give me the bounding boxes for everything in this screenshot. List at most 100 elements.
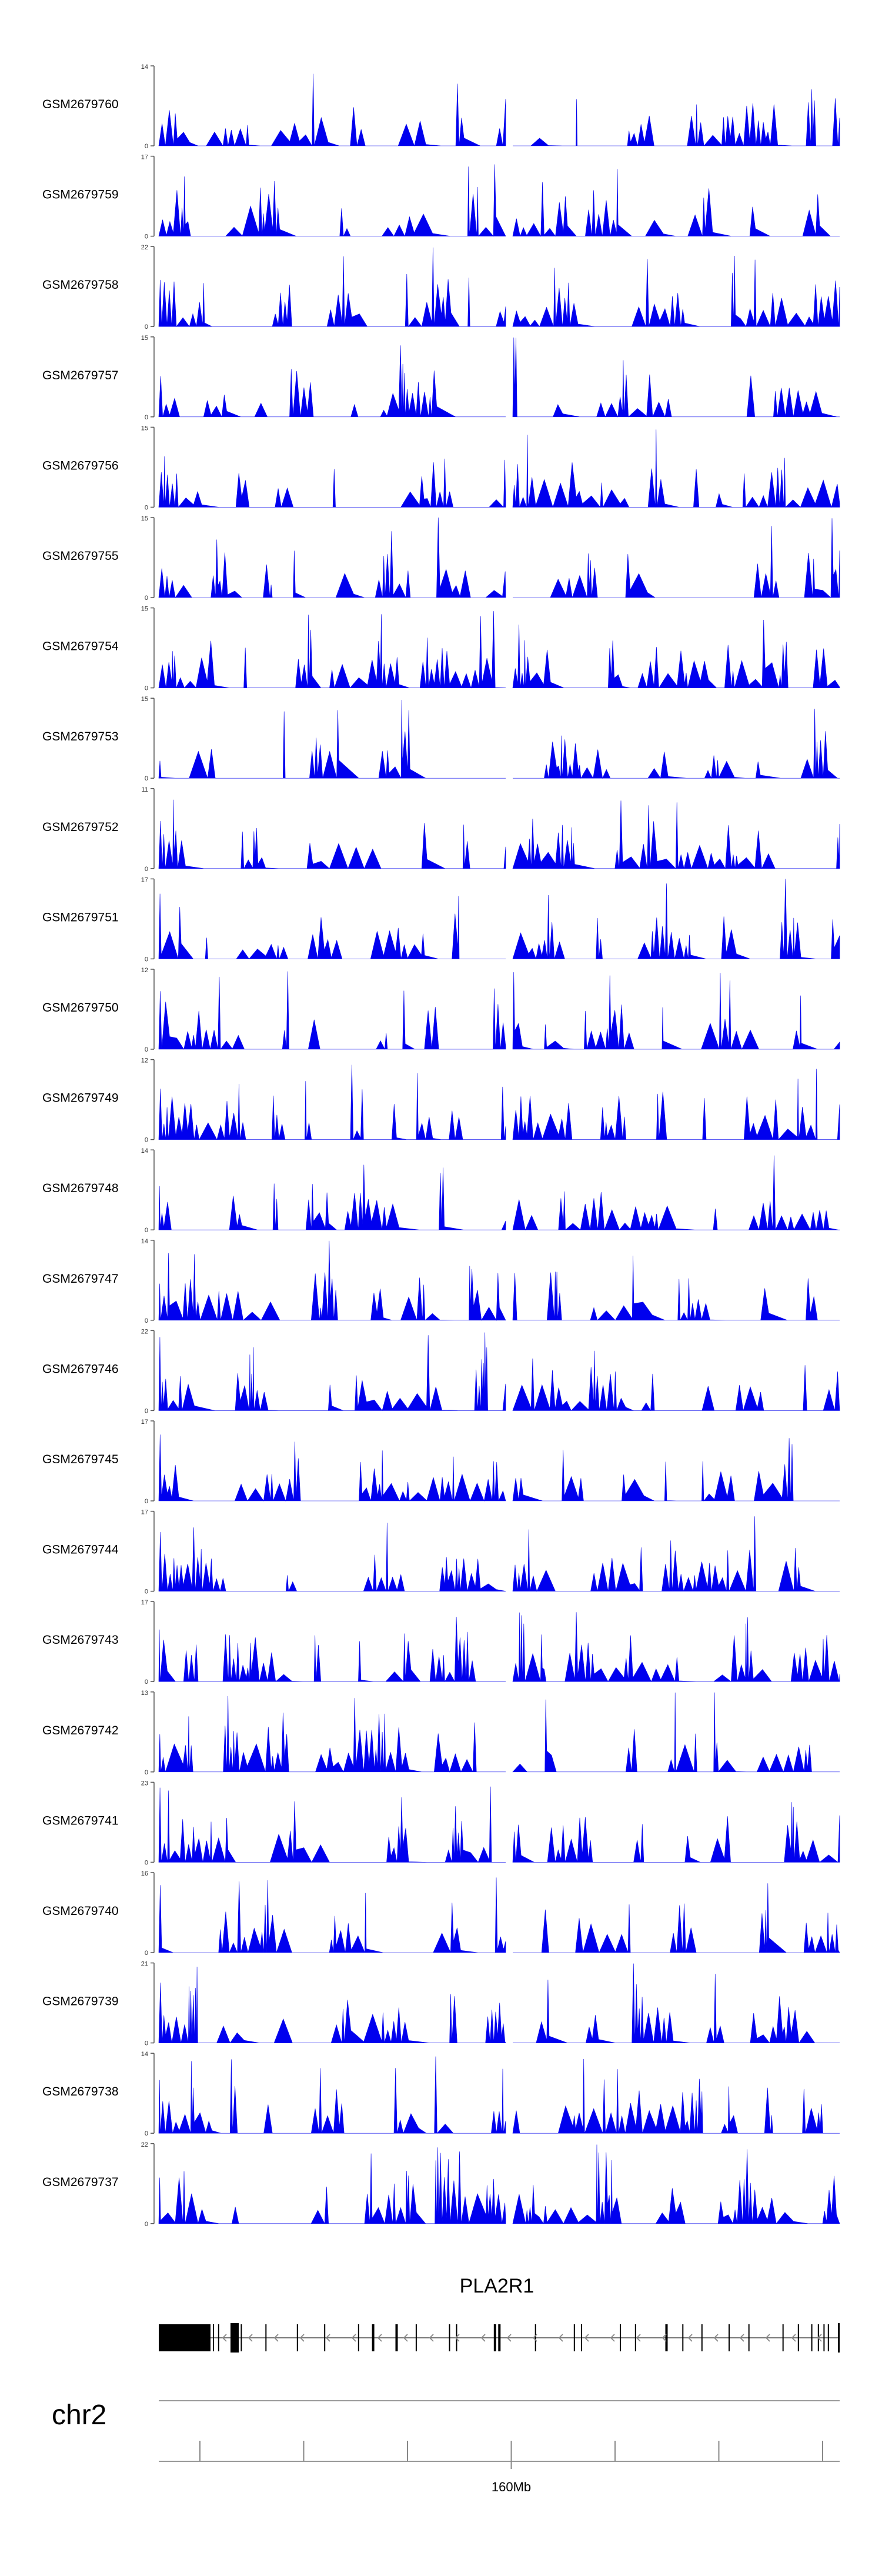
coverage-area: [512, 1155, 840, 1231]
strand-chevron: [739, 2334, 744, 2342]
track-label: GSM2679741: [42, 1814, 119, 1827]
track-y-max-label: 21: [141, 1961, 148, 1968]
coverage-track: GSM2679747 14 0: [42, 1238, 840, 1324]
coverage-area: [512, 1350, 840, 1412]
track-y-max-label: 14: [141, 2051, 148, 2058]
track-y-min-label: 0: [145, 685, 148, 692]
gene-exon: [358, 2324, 359, 2351]
track-y-min-label: 0: [145, 866, 148, 873]
coverage-area: [158, 2147, 506, 2224]
track-y-max-label: 15: [141, 696, 148, 703]
coverage-area: [158, 345, 506, 418]
strand-chevron: [377, 2334, 382, 2342]
coverage-area: [512, 1438, 840, 1501]
coverage-track: GSM2679744 17 0: [42, 1509, 840, 1596]
strand-chevron: [506, 2334, 512, 2342]
track-y-max-label: 17: [141, 1599, 148, 1606]
gene-name-label: PLA2R1: [460, 2275, 534, 2297]
gene-exons: [213, 2323, 840, 2353]
strand-chevron: [636, 2334, 641, 2342]
gene-exon: [449, 2324, 450, 2351]
track-label: GSM2679753: [42, 730, 119, 743]
coverage-area: [512, 2144, 840, 2224]
coverage-area: [158, 1434, 506, 1502]
coverage-area: [513, 1883, 840, 1954]
coverage-track: GSM2679759 17 0: [42, 154, 840, 241]
track-label: GSM2679754: [42, 640, 119, 653]
genome-axis: 160Mb: [159, 2441, 840, 2494]
track-y-min-label: 0: [145, 143, 148, 150]
gene-exon: [701, 2324, 703, 2351]
coverage-area: [158, 1332, 506, 1412]
coverage-area: [512, 1255, 840, 1321]
track-y-max-label: 22: [141, 244, 148, 251]
gene-exon: [456, 2324, 457, 2351]
track-y-max-label: 17: [141, 1419, 148, 1426]
track-y-max-label: 15: [141, 606, 148, 613]
gene-exon: [218, 2324, 219, 2351]
track-label: GSM2679742: [42, 1724, 119, 1737]
strand-chevron: [610, 2334, 615, 2342]
track-y-max-label: 11: [142, 786, 148, 793]
coverage-track: GSM2679751 17 0: [42, 876, 840, 963]
track-y-min-label: 0: [145, 1407, 148, 1414]
track-y-min-label: 0: [145, 1859, 148, 1866]
gene-exon: [665, 2324, 668, 2351]
coverage-area: [512, 619, 840, 689]
strand-chevron: [532, 2334, 537, 2342]
gene-exon: [498, 2324, 501, 2351]
coverage-track: GSM2679745 17 0: [42, 1419, 840, 1505]
track-label: GSM2679744: [42, 1543, 119, 1557]
coverage-area: [158, 74, 506, 147]
track-y-min-label: 0: [145, 2040, 148, 2047]
coverage-area: [513, 709, 840, 779]
chromosome-label: chr2: [52, 2400, 106, 2431]
gene-exon: [729, 2324, 730, 2351]
track-y-max-label: 17: [141, 154, 148, 161]
gene-exon: [324, 2324, 326, 2351]
track-label: GSM2679747: [42, 1272, 119, 1286]
track-y-min-label: 0: [145, 2130, 148, 2137]
track-y-min-label: 0: [145, 323, 148, 331]
coverage-area: [158, 517, 506, 599]
coverage-track: GSM2679755 15 0: [42, 515, 840, 602]
gene-exon: [748, 2324, 750, 2351]
track-label: GSM2679756: [42, 459, 119, 472]
track-y-min-label: 0: [145, 1589, 148, 1596]
gene-exon: [534, 2324, 536, 2351]
strand-chevron: [584, 2334, 589, 2342]
track-y-min-label: 0: [145, 414, 148, 421]
track-label: GSM2679757: [42, 369, 119, 382]
coverage-area: [512, 1069, 840, 1140]
gene-exon: [782, 2324, 784, 2351]
track-label: GSM2679758: [42, 278, 119, 292]
gene-utr-block: [159, 2324, 211, 2351]
coverage-track: GSM2679740 16 0: [42, 1870, 840, 1957]
coverage-area: [512, 169, 840, 237]
track-label: GSM2679759: [42, 188, 119, 202]
coverage-area: [158, 164, 506, 237]
strand-chevron: [429, 2334, 434, 2342]
track-label: GSM2679737: [42, 2175, 119, 2189]
gene-exon: [811, 2324, 813, 2351]
coverage-track: GSM2679739 21 0: [42, 1961, 840, 2047]
track-y-max-label: 12: [141, 967, 148, 974]
track-y-max-label: 15: [141, 335, 148, 342]
gene-exon: [827, 2324, 829, 2351]
track-label: GSM2679749: [42, 1092, 119, 1105]
coverage-area: [158, 699, 506, 779]
coverage-track: GSM2679758 22 0: [42, 244, 840, 331]
gene-exon: [682, 2324, 684, 2351]
coverage-track: GSM2679757 15 0: [42, 335, 840, 421]
coverage-area: [158, 1877, 506, 1953]
coverage-area: [512, 1612, 840, 1682]
track-y-max-label: 22: [141, 2141, 148, 2148]
track-label: GSM2679743: [42, 1633, 119, 1647]
track-label: GSM2679745: [42, 1453, 119, 1466]
track-y-max-label: 15: [141, 425, 148, 432]
coverage-area: [513, 518, 840, 598]
track-y-min-label: 0: [145, 1769, 148, 1776]
coverage-area: [512, 1802, 840, 1863]
strand-chevron: [765, 2334, 770, 2342]
gene-exon: [797, 2324, 799, 2351]
